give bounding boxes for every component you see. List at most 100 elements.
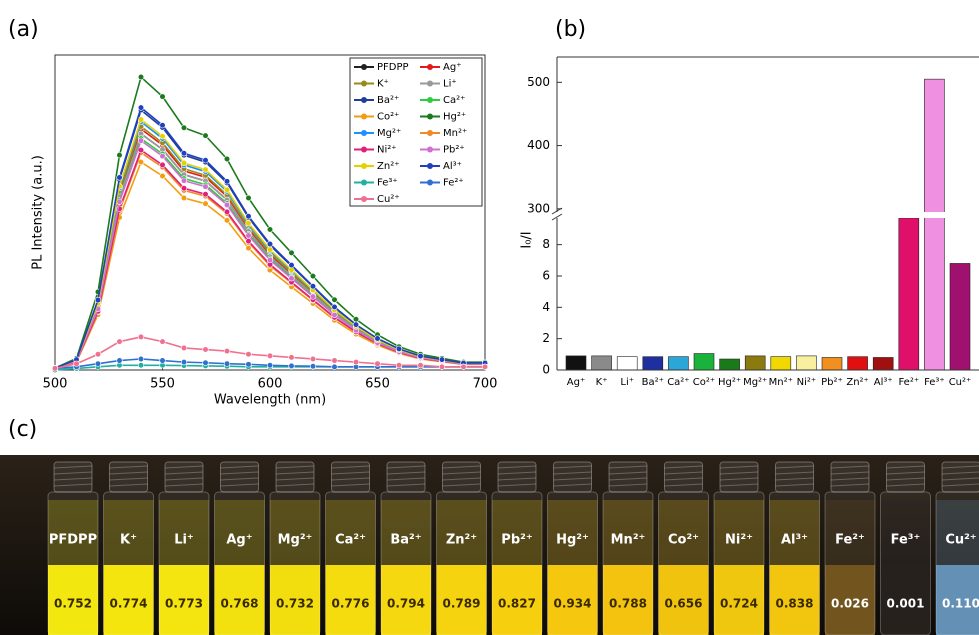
legend-marker xyxy=(361,97,367,103)
data-point xyxy=(223,208,231,215)
bar xyxy=(872,357,894,371)
vial-thread xyxy=(719,471,759,475)
legend-label: Ni²⁺ xyxy=(377,145,397,156)
vial-glow xyxy=(214,500,265,565)
vial-body xyxy=(47,491,99,635)
vial-body xyxy=(547,491,598,635)
legend-marker xyxy=(427,97,433,103)
vial-thread xyxy=(553,471,592,475)
vial-thread xyxy=(775,471,814,475)
data-point xyxy=(180,177,188,184)
vial-thread xyxy=(608,483,648,487)
vial-thread xyxy=(275,471,315,475)
data-point xyxy=(309,273,317,280)
data-point xyxy=(202,359,209,366)
vial-thread xyxy=(442,465,481,469)
data-point xyxy=(202,200,209,207)
data-point xyxy=(180,124,188,131)
legend-marker xyxy=(361,146,367,153)
legend-label: Zn²⁺ xyxy=(377,161,399,172)
vial-neck xyxy=(275,461,315,493)
vial-label: Fe²⁺ xyxy=(835,533,865,548)
vial-thread xyxy=(386,471,426,475)
vial-glow xyxy=(492,500,542,565)
data-point xyxy=(94,360,102,367)
data-point xyxy=(137,333,145,341)
data-point xyxy=(202,157,209,164)
x-tick-label: 550 xyxy=(150,377,175,392)
data-point xyxy=(159,122,166,129)
legend-marker xyxy=(427,80,433,87)
vial-liquid xyxy=(714,565,764,635)
x-tick-label: Mn²⁺ xyxy=(769,377,793,388)
legend-marker xyxy=(361,130,367,136)
vial-label: Al³⁺ xyxy=(781,533,808,548)
vial-thread xyxy=(886,465,925,469)
vial-thread xyxy=(941,471,979,475)
legend-label: Fe²⁺ xyxy=(443,178,464,189)
vial-liquid xyxy=(48,565,98,635)
vial-label: Ba²⁺ xyxy=(390,533,421,548)
vial-label: Mn²⁺ xyxy=(611,533,646,548)
vial-thread xyxy=(608,465,648,469)
vial-value: 0.773 xyxy=(165,597,203,611)
data-point xyxy=(116,338,123,345)
data-point xyxy=(159,172,166,180)
vial-glow xyxy=(714,500,764,565)
vial-liquid xyxy=(547,565,598,635)
data-point xyxy=(288,275,295,282)
data-point xyxy=(116,174,123,181)
vial-thread xyxy=(220,477,259,481)
data-point xyxy=(438,363,446,370)
x-tick-label: Ag⁺ xyxy=(567,377,585,388)
vial-thread xyxy=(664,477,703,481)
vial-thread xyxy=(53,465,93,469)
vial-glow xyxy=(436,500,487,565)
data-point xyxy=(245,244,252,252)
data-point xyxy=(202,132,209,139)
y-tick-label: 8 xyxy=(542,237,550,251)
data-point xyxy=(180,344,188,352)
data-point xyxy=(180,159,188,167)
vial-thread xyxy=(664,471,703,475)
data-point xyxy=(266,246,274,253)
x-tick-label: Ca²⁺ xyxy=(667,377,689,388)
vial-thread xyxy=(775,477,814,481)
x-tick-label: 500 xyxy=(43,377,68,392)
data-point xyxy=(266,362,274,369)
vial-thread xyxy=(109,483,148,487)
x-tick-label: Li⁺ xyxy=(620,377,634,388)
vial-thread xyxy=(331,483,370,487)
vial-glow xyxy=(825,500,875,565)
x-tick-label: Fe²⁺ xyxy=(898,377,919,388)
bar xyxy=(924,78,945,371)
bar xyxy=(616,356,638,371)
vial-liquid xyxy=(103,565,154,635)
vial-value: 0.026 xyxy=(831,597,869,611)
data-point xyxy=(137,362,145,369)
vial-glow xyxy=(547,500,598,565)
vial-neck xyxy=(664,461,703,493)
data-point xyxy=(73,360,80,367)
panel-label: (a) xyxy=(8,17,39,42)
vial-liquid xyxy=(492,565,542,635)
data-point xyxy=(352,316,360,323)
legend-marker xyxy=(427,113,433,120)
vial-label: Co²⁺ xyxy=(668,533,699,548)
legend-label: Mg²⁺ xyxy=(377,128,401,139)
legend-marker xyxy=(361,163,367,169)
data-point xyxy=(288,362,295,370)
vial-body xyxy=(880,491,931,635)
data-point xyxy=(159,357,166,364)
vial-value: 0.788 xyxy=(609,597,647,611)
x-tick-label: 650 xyxy=(365,377,390,392)
vial-thread xyxy=(497,471,537,475)
data-point xyxy=(137,137,145,144)
data-point xyxy=(223,348,231,355)
y-tick-label: 4 xyxy=(542,300,550,314)
vial-thread xyxy=(386,477,426,481)
vial-thread xyxy=(941,483,979,487)
vial-neck xyxy=(941,461,979,493)
vial-liquid xyxy=(214,565,265,635)
